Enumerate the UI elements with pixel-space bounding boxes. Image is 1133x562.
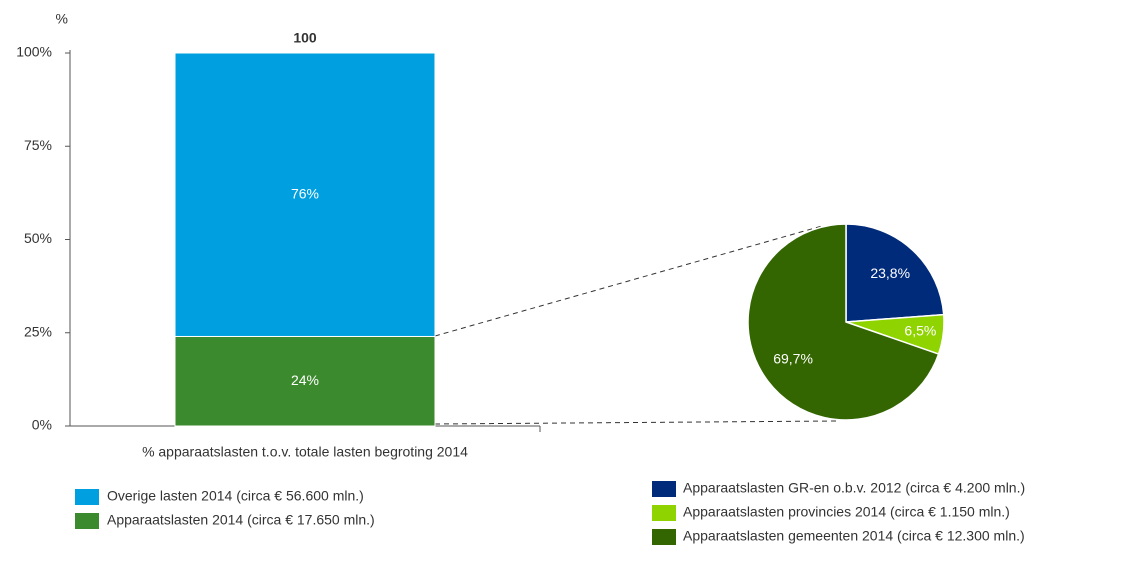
bar-segment: [174, 335, 436, 427]
legend-swatch: [652, 529, 676, 545]
value-label: 76%: [291, 185, 319, 201]
y-tick-label: 50%: [24, 230, 52, 246]
legend-label: Overige lasten 2014 (circa € 56.600 mln.…: [107, 488, 364, 504]
connector: [434, 420, 837, 425]
y-axis-label: %: [56, 11, 68, 27]
legend-label: Apparaatslasten provincies 2014 (circa €…: [683, 504, 1010, 520]
legend-swatch: [652, 505, 676, 521]
value-label: 6,5%: [904, 322, 936, 338]
legend-swatch: [75, 489, 99, 505]
value-label: 23,8%: [870, 265, 910, 281]
pie-slice: [747, 223, 940, 421]
pie-slice: [845, 223, 945, 323]
y-tick-label: 25%: [24, 323, 52, 339]
legend-swatch: [652, 481, 676, 497]
legend-label: Apparaatslasten gemeenten 2014 (circa € …: [683, 528, 1025, 544]
x-tick-label: % apparaatslasten t.o.v. totale lasten b…: [142, 444, 468, 460]
value-label: 24%: [291, 372, 319, 388]
legend-label: Apparaatslasten GR-en o.b.v. 2012 (circa…: [683, 480, 1025, 496]
y-tick-label: 0%: [32, 417, 52, 433]
y-tick-label: 75%: [24, 137, 52, 153]
legend-label: Apparaatslasten 2014 (circa € 17.650 mln…: [107, 512, 375, 528]
value-label: 69,7%: [773, 350, 813, 366]
bar-segment: [174, 52, 436, 337]
connector: [434, 225, 823, 337]
y-tick-label: 100%: [16, 44, 52, 60]
total-label: 100: [293, 30, 317, 46]
legend-swatch: [75, 513, 99, 529]
